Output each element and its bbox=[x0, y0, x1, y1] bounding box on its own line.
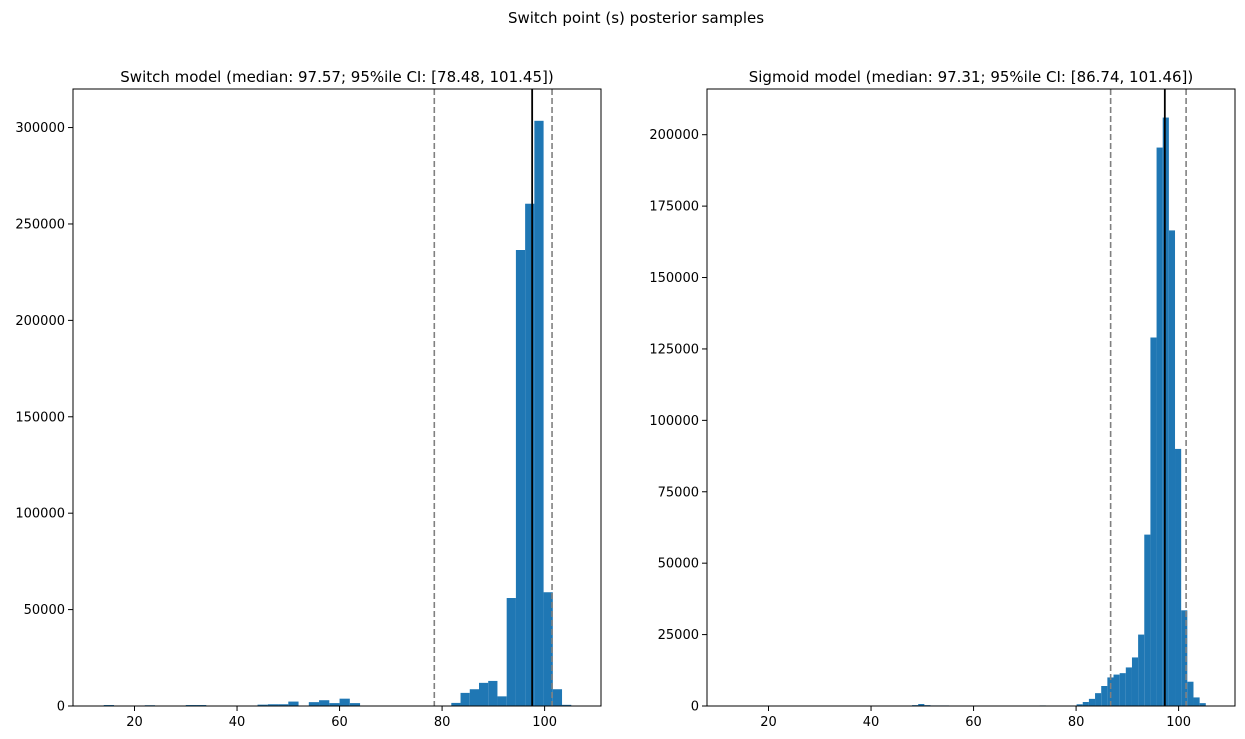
switch-histogram-bar bbox=[534, 120, 544, 706]
sigmoid-model-title: Sigmoid model (median: 97.31; 95%ile CI:… bbox=[749, 68, 1194, 86]
switch-y-tick-label: 250000 bbox=[15, 217, 65, 232]
switch-histogram-bar bbox=[329, 703, 340, 706]
sigmoid-histogram-bar bbox=[1119, 673, 1126, 706]
switch-histogram-bar bbox=[267, 704, 279, 706]
figure-suptitle: Switch point (s) posterior samples bbox=[508, 9, 764, 27]
switch-model-title: Switch model (median: 97.57; 95%ile CI: … bbox=[120, 68, 553, 86]
switch-y-tick-label: 150000 bbox=[15, 410, 65, 425]
sigmoid-histogram-bar bbox=[1181, 610, 1188, 706]
switch-histogram-bar bbox=[349, 703, 361, 706]
switch-axes-frame bbox=[72, 88, 602, 707]
switch-histogram-bar bbox=[497, 696, 507, 706]
sigmoid-histogram-bar bbox=[918, 704, 925, 706]
switch-histogram-bar bbox=[319, 700, 330, 706]
switch-y-tick-label: 100000 bbox=[15, 507, 65, 522]
sigmoid-y-tick-label: 200000 bbox=[649, 128, 699, 143]
switch-histogram-bar bbox=[469, 689, 479, 706]
sigmoid-histogram-bar bbox=[1199, 703, 1206, 706]
switch-histogram-bar bbox=[515, 250, 526, 706]
sigmoid-histogram-bar bbox=[1113, 674, 1120, 706]
switch-histogram-bar bbox=[562, 704, 572, 706]
switch-y-tick-label: 0 bbox=[57, 700, 65, 715]
switch-histogram-bar bbox=[543, 592, 553, 706]
sigmoid-y-tick-label: 0 bbox=[691, 700, 699, 715]
switch-histogram-bar bbox=[339, 698, 350, 706]
sigmoid-histogram-bar bbox=[1088, 698, 1096, 706]
switch-histogram-bar bbox=[257, 704, 268, 706]
sigmoid-x-tick-label: 80 bbox=[1068, 715, 1085, 730]
sigmoid-y-tick-label: 50000 bbox=[658, 557, 699, 572]
switch-x-tick-label: 100 bbox=[532, 715, 557, 730]
switch-histogram-bar bbox=[288, 701, 299, 706]
sigmoid-histogram-bar bbox=[1101, 686, 1108, 706]
sigmoid-histogram-bar bbox=[1162, 117, 1169, 706]
sigmoid-histogram-bar bbox=[1138, 634, 1145, 706]
sigmoid-y-tick-label: 75000 bbox=[658, 485, 699, 500]
switch-x-tick-label: 60 bbox=[331, 715, 348, 730]
switch-histogram-bar bbox=[308, 702, 320, 706]
switch-x-tick-label: 80 bbox=[434, 715, 451, 730]
switch-histogram-bar bbox=[506, 598, 516, 706]
sigmoid-x-tick-label: 20 bbox=[760, 715, 777, 730]
sigmoid-histogram-bar bbox=[1144, 534, 1151, 706]
sigmoid-histogram-bar bbox=[1125, 667, 1132, 706]
switch-histogram-bar bbox=[451, 702, 461, 706]
sigmoid-histogram-bar bbox=[1193, 697, 1200, 706]
sigmoid-x-tick-label: 40 bbox=[863, 715, 880, 730]
sigmoid-histogram-bar bbox=[1156, 147, 1163, 706]
sigmoid-histogram-bar bbox=[1076, 704, 1083, 706]
sigmoid-y-tick-label: 125000 bbox=[649, 342, 699, 357]
switch-x-tick-label: 20 bbox=[126, 715, 143, 730]
sigmoid-y-tick-label: 150000 bbox=[649, 271, 699, 286]
switch-y-tick-label: 300000 bbox=[15, 121, 65, 136]
switch-histogram-bar bbox=[525, 203, 535, 706]
sigmoid-y-tick-label: 25000 bbox=[658, 628, 699, 643]
sigmoid-model-panel: Sigmoid model (median: 97.31; 95%ile CI:… bbox=[649, 68, 1236, 730]
sigmoid-x-tick-label: 100 bbox=[1166, 715, 1191, 730]
switch-histogram-bar bbox=[278, 704, 289, 706]
switch-model-panel: Switch model (median: 97.57; 95%ile CI: … bbox=[15, 68, 602, 730]
switch-x-tick-label: 40 bbox=[229, 715, 246, 730]
switch-histogram-bar bbox=[488, 680, 498, 706]
sigmoid-histogram-bar bbox=[1082, 702, 1089, 706]
sigmoid-y-tick-label: 175000 bbox=[649, 200, 699, 215]
switch-histogram-bar bbox=[460, 692, 470, 706]
sigmoid-histogram-bar bbox=[1131, 657, 1139, 706]
sigmoid-histogram-bar bbox=[1150, 337, 1157, 706]
sigmoid-axes-frame bbox=[706, 88, 1236, 707]
sigmoid-histogram-bar bbox=[1107, 677, 1114, 706]
switch-histogram-bar bbox=[552, 689, 563, 706]
sigmoid-histogram-bar bbox=[1187, 681, 1194, 706]
sigmoid-histogram-bar bbox=[1095, 693, 1102, 706]
sigmoid-y-tick-label: 100000 bbox=[649, 414, 699, 429]
sigmoid-histogram-bar bbox=[1175, 448, 1182, 706]
switch-histogram-bar bbox=[479, 682, 489, 706]
switch-y-tick-label: 200000 bbox=[15, 314, 65, 329]
sigmoid-histogram-bar bbox=[1168, 230, 1176, 706]
sigmoid-x-tick-label: 60 bbox=[965, 715, 982, 730]
switch-y-tick-label: 50000 bbox=[24, 603, 65, 618]
